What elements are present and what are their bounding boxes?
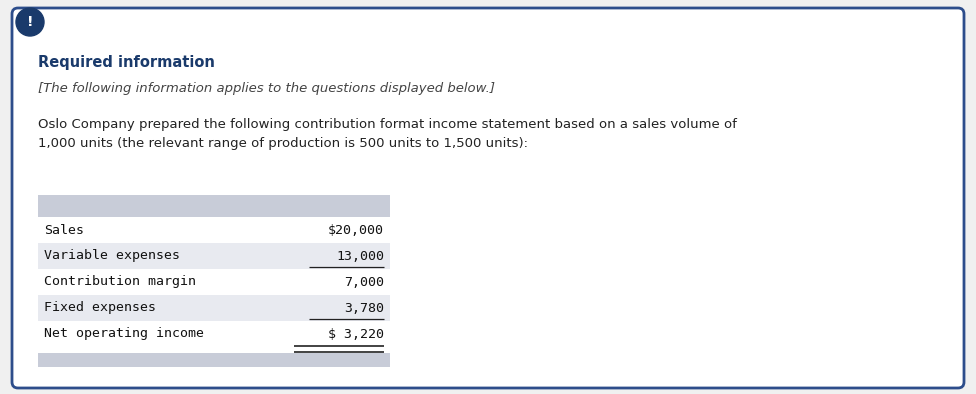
Text: $20,000: $20,000: [328, 223, 384, 236]
Text: Required information: Required information: [38, 55, 215, 70]
Circle shape: [16, 8, 44, 36]
Text: 3,780: 3,780: [344, 301, 384, 314]
FancyBboxPatch shape: [12, 8, 964, 388]
Text: Variable expenses: Variable expenses: [44, 249, 180, 262]
Text: !: !: [26, 15, 33, 29]
Text: 13,000: 13,000: [336, 249, 384, 262]
Text: [The following information applies to the questions displayed below.]: [The following information applies to th…: [38, 82, 495, 95]
Bar: [38, 195, 390, 217]
Text: 7,000: 7,000: [344, 275, 384, 288]
Text: $ 3,220: $ 3,220: [328, 327, 384, 340]
Text: Sales: Sales: [44, 223, 84, 236]
Bar: [38, 243, 390, 269]
Bar: [38, 353, 390, 367]
Text: Net operating income: Net operating income: [44, 327, 204, 340]
Text: Contribution margin: Contribution margin: [44, 275, 196, 288]
Text: Oslo Company prepared the following contribution format income statement based o: Oslo Company prepared the following cont…: [38, 118, 737, 150]
Text: Fixed expenses: Fixed expenses: [44, 301, 156, 314]
Bar: [38, 295, 390, 321]
